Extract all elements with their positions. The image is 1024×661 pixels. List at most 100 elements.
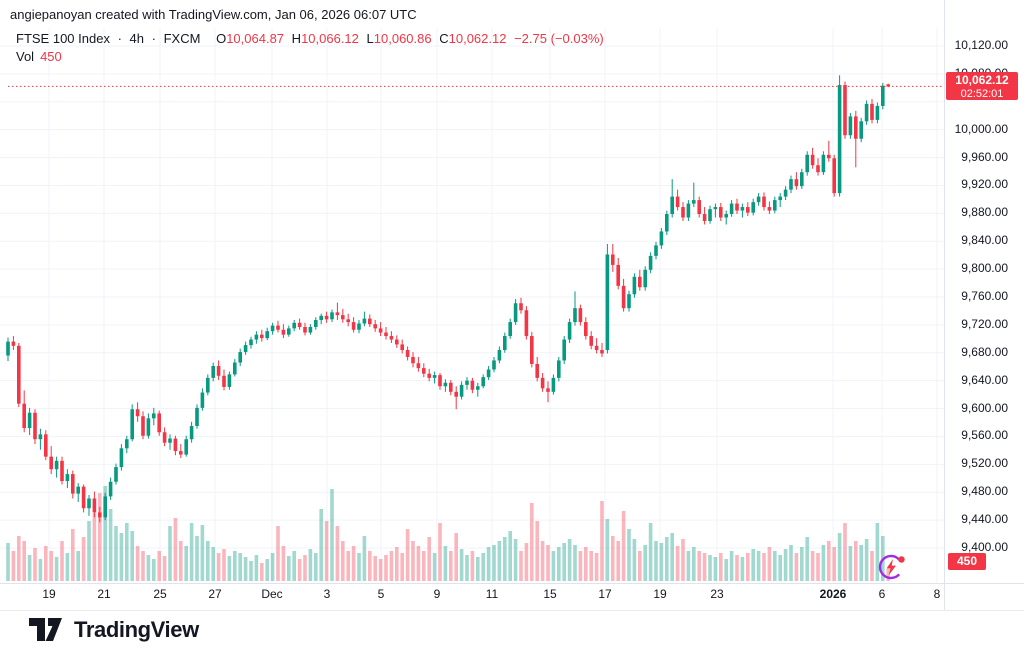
volume-bar: [621, 511, 626, 581]
candle: [616, 257, 620, 290]
candle: [276, 320, 280, 333]
candle: [492, 356, 496, 373]
volume-bar: [54, 557, 59, 581]
candle: [432, 371, 437, 384]
candle: [351, 317, 356, 333]
volume-bar: [254, 555, 259, 581]
candle: [567, 318, 572, 344]
time-tick: 6: [878, 587, 886, 601]
chart-pane: 10,120.0010,080.0010,000.009,960.009,920…: [0, 0, 1024, 611]
candle: [76, 483, 80, 502]
candle: [648, 252, 653, 274]
volume-bar: [362, 536, 367, 581]
chart-canvas[interactable]: [0, 0, 944, 611]
candle: [227, 371, 232, 390]
volume-bar: [211, 547, 215, 581]
volume-bar: [708, 555, 712, 581]
candle: [665, 210, 669, 235]
volume-bar: [189, 523, 194, 581]
time-tick: 27: [208, 587, 222, 601]
candle: [449, 379, 453, 396]
volume-bar: [605, 519, 610, 581]
time-tick: 11: [485, 587, 499, 601]
volume-bar: [562, 543, 566, 581]
chart-legend[interactable]: FTSE 100 Index · 4h · FXCM O10,064.87 H1…: [16, 31, 604, 46]
candle: [92, 491, 97, 518]
candle: [875, 102, 880, 124]
timeframe-label[interactable]: 4h: [129, 31, 145, 46]
volume-bar: [395, 547, 399, 581]
candle: [422, 363, 426, 378]
tradingview-logo[interactable]: TradingView: [28, 617, 199, 643]
candle: [708, 205, 712, 224]
price-tick: 9,720.00: [961, 316, 1008, 331]
time-axis[interactable]: 19 21 25 27 Dec 3 5 9 11 15 17 19 23 2026 6 8: [0, 584, 944, 610]
candle: [681, 202, 685, 222]
candle: [173, 435, 178, 456]
candle: [535, 356, 539, 382]
volume-bar: [454, 533, 458, 581]
volume-bar: [260, 563, 264, 581]
candle: [551, 374, 556, 395]
candle: [697, 196, 701, 218]
volume-bar: [778, 555, 782, 581]
candle: [881, 82, 885, 110]
volume-bar: [168, 526, 172, 581]
volume-bar: [422, 551, 426, 581]
volume-bar: [292, 551, 296, 581]
candle: [303, 322, 307, 336]
price-tick: 9,440.00: [961, 512, 1008, 527]
volume-bar: [384, 555, 388, 581]
candle: [611, 244, 615, 272]
volume-legend[interactable]: Vol 450: [16, 49, 62, 64]
volume-bar: [303, 555, 307, 581]
candle: [756, 193, 761, 206]
price-axis[interactable]: 10,120.0010,080.0010,000.009,960.009,920…: [944, 0, 1024, 583]
volume-bar: [81, 537, 86, 581]
volume-bar: [632, 539, 637, 581]
candle: [816, 158, 820, 176]
candle: [362, 311, 367, 327]
candle: [524, 306, 529, 340]
flash-button[interactable]: [876, 551, 908, 583]
volume-bar: [859, 545, 863, 581]
close-label: C: [439, 31, 449, 46]
candle: [33, 409, 37, 445]
candle: [843, 81, 847, 139]
candle: [211, 362, 215, 382]
volume-bar: [98, 493, 102, 581]
volume-bar: [594, 553, 599, 581]
volume-bar: [141, 551, 145, 581]
candle: [859, 117, 863, 143]
volume-bar: [481, 553, 485, 581]
volume-bar: [308, 549, 313, 581]
candle: [746, 202, 750, 217]
volume-bar: [843, 523, 847, 581]
symbol-title[interactable]: FTSE 100 Index: [16, 31, 110, 46]
volume-bar: [243, 557, 248, 581]
volume-bar: [616, 541, 620, 581]
price-axis-border: [944, 0, 945, 611]
bar-countdown: 02:52:01: [960, 87, 1004, 100]
volume-bar: [87, 521, 91, 581]
volume-bar: [330, 489, 334, 581]
candle: [81, 484, 86, 513]
candle: [810, 147, 815, 169]
candle: [794, 172, 799, 190]
candle: [335, 302, 340, 321]
pane-bottom-border: [0, 610, 1024, 611]
volume-bar: [751, 549, 755, 581]
low-value: 10,060.86: [373, 31, 432, 46]
candle: [789, 175, 793, 194]
candle: [692, 182, 696, 208]
volume-bar: [638, 551, 642, 581]
volume-value: 450: [40, 49, 62, 64]
volume-bar: [578, 551, 583, 581]
candle: [200, 388, 205, 411]
candle: [297, 318, 302, 330]
candle: [540, 372, 545, 392]
watermark-note: angiepanoyan created with TradingView.co…: [10, 7, 417, 22]
close-value: 10,062.12: [448, 31, 507, 46]
candle: [130, 404, 134, 442]
candle: [621, 278, 626, 312]
